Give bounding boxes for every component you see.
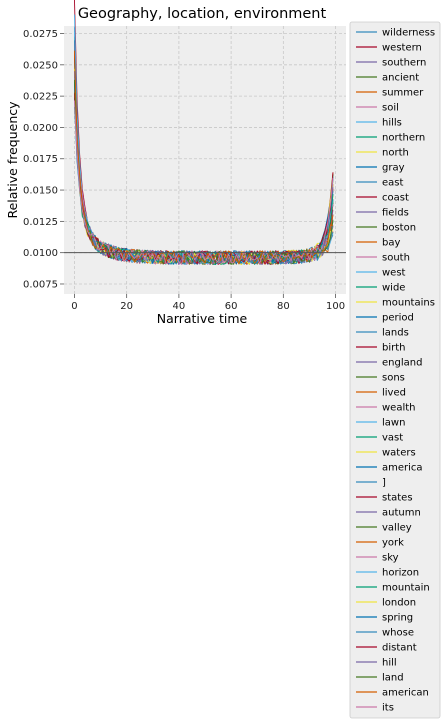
legend-label-0: wilderness xyxy=(382,28,435,39)
legend-label-43: land xyxy=(382,673,404,684)
y-tick-label-2: 0.0125 xyxy=(23,217,58,228)
series-line-45 xyxy=(73,100,334,265)
legend-label-24: lived xyxy=(382,388,406,399)
legend-label-1: western xyxy=(382,43,422,54)
legend-label-41: distant xyxy=(382,643,417,654)
legend-label-25: wealth xyxy=(382,403,416,414)
legend-label-9: gray xyxy=(382,163,405,174)
legend-label-39: spring xyxy=(382,613,413,624)
x-tick-label-0: 0 xyxy=(71,301,77,312)
y-tick-label-7: 0.0250 xyxy=(23,60,58,71)
y-tick-label-1: 0.0100 xyxy=(23,248,58,259)
x-tick-label-4: 80 xyxy=(277,301,290,312)
legend-label-7: northern xyxy=(382,133,425,144)
legend-label-2: southern xyxy=(382,58,426,69)
legend-label-23: sons xyxy=(382,373,405,384)
y-tick-label-3: 0.0150 xyxy=(23,186,58,197)
x-tick-label-3: 60 xyxy=(225,301,238,312)
legend-label-32: autumn xyxy=(382,508,421,519)
legend-label-12: fields xyxy=(382,208,409,219)
y-tick-label-8: 0.0275 xyxy=(23,29,58,40)
legend-label-22: england xyxy=(382,358,422,369)
legend-label-42: hill xyxy=(382,658,397,669)
legend-label-20: lands xyxy=(382,328,409,339)
legend-label-26: lawn xyxy=(382,418,405,429)
y-tick-label-0: 0.0075 xyxy=(23,279,58,290)
y-tick-label-5: 0.0200 xyxy=(23,123,58,134)
legend-label-34: york xyxy=(382,538,404,549)
y-axis: 0.0075 0.0100 0.0125 0.0150 0.0175 0.0200 0.02… xyxy=(23,29,64,290)
legend-label-35: sky xyxy=(382,553,399,564)
x-tick-label-2: 40 xyxy=(173,301,186,312)
legend-label-31: states xyxy=(382,493,413,504)
legend-label-21: birth xyxy=(382,343,406,354)
legend-label-29: america xyxy=(382,463,423,474)
legend-label-15: south xyxy=(382,253,410,264)
legend-label-19: period xyxy=(382,313,414,324)
legend-label-36: horizon xyxy=(382,568,419,579)
x-tick-label-5: 100 xyxy=(326,301,345,312)
legend: wilderness western southern ancient summer so… xyxy=(349,21,441,719)
legend-label-37: mountain xyxy=(382,583,430,594)
legend-label-38: london xyxy=(382,598,416,609)
x-tick-label-1: 20 xyxy=(120,301,133,312)
legend-label-5: soil xyxy=(382,103,399,114)
chart-title: Geography, location, environment xyxy=(78,6,327,22)
legend-label-27: vast xyxy=(382,433,403,444)
legend-label-28: waters xyxy=(382,448,416,459)
legend-label-40: whose xyxy=(382,628,414,639)
legend-label-11: coast xyxy=(382,193,409,204)
legend-label-8: north xyxy=(382,148,409,159)
legend-label-10: east xyxy=(382,178,403,189)
series-line-41 xyxy=(73,93,334,265)
x-axis: 0 20 40 60 80 100 xyxy=(71,294,345,312)
series-line-44 xyxy=(73,50,334,265)
legend-label-13: boston xyxy=(382,223,416,234)
legend-label-45: its xyxy=(382,703,394,714)
series-lines xyxy=(73,0,334,265)
y-tick-label-6: 0.0225 xyxy=(23,92,58,103)
legend-box xyxy=(349,21,441,719)
y-tick-label-4: 0.0175 xyxy=(23,154,58,165)
y-axis-label: Relative frequency xyxy=(5,101,20,219)
legend-label-17: wide xyxy=(382,283,405,294)
legend-label-30: ] xyxy=(382,478,386,489)
legend-label-18: mountains xyxy=(382,298,435,309)
legend-label-4: summer xyxy=(382,88,424,99)
legend-label-44: american xyxy=(382,688,429,699)
x-axis-label: Narrative time xyxy=(157,311,248,326)
legend-label-16: west xyxy=(382,268,406,279)
legend-label-6: hills xyxy=(382,118,402,129)
legend-label-3: ancient xyxy=(382,73,419,84)
legend-label-14: bay xyxy=(382,238,400,249)
legend-label-33: valley xyxy=(382,523,412,534)
